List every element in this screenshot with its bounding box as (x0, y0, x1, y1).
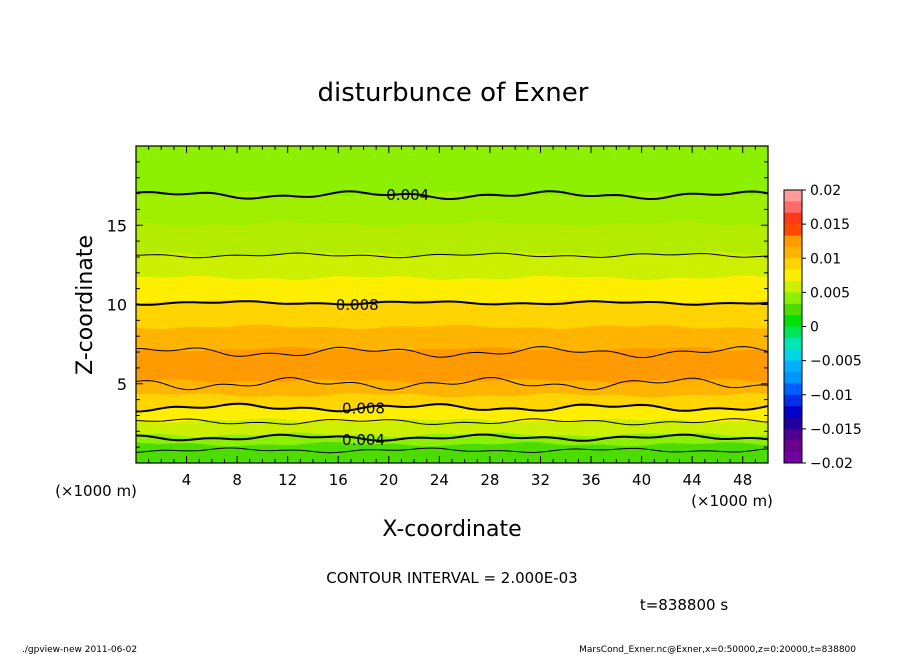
x-tick-label: 40 (632, 471, 651, 489)
colorbar-tick-label: 0.015 (810, 217, 850, 233)
colorbar-tick-labels: 0.02 0.015 0.01 0.005 0 −0.005 −0.01 −0.015 −0.0… (802, 183, 862, 472)
x-tick-label: 16 (329, 471, 348, 489)
x-axis-ticks: 4 8 12 16 20 24 28 32 36 40 44 48 (148, 146, 756, 489)
time-text: t=838800 s (640, 596, 728, 614)
colorbar-swatch (784, 246, 802, 259)
colorbar-swatch (784, 428, 802, 441)
contour-line (136, 300, 768, 306)
x-tick-label: 36 (581, 471, 600, 489)
colorbar-swatch (784, 212, 802, 225)
contour-line (136, 190, 768, 201)
x-tick-label: 32 (531, 471, 550, 489)
colorbar-tick-label: −0.005 (810, 354, 862, 370)
colorbar-swatch (784, 394, 802, 407)
contour-band (136, 146, 768, 197)
contour-labels: 0.004 0.008 0.008 0.004 (336, 186, 430, 449)
x-tick-label: 8 (232, 471, 242, 489)
x-unit-left: (×1000 m) (55, 482, 137, 500)
colorbar-swatch (784, 372, 802, 384)
colorbar-swatch (784, 201, 802, 214)
colorbar-tick-label: −0.01 (810, 388, 853, 404)
z-axis-label: Z-coordinate (73, 235, 98, 375)
footer-left: ./gpview-new 2011-06-02 (22, 645, 137, 654)
x-tick-label: 28 (480, 471, 499, 489)
colorbar-tick-label: −0.02 (810, 456, 853, 472)
x-tick-label: 44 (683, 471, 702, 489)
contour-band (136, 221, 768, 257)
contour-line (136, 447, 768, 454)
contour-lines (136, 190, 768, 454)
colorbar-swatch (784, 360, 802, 373)
colorbar-tick-label: 0 (810, 320, 819, 336)
contour-label: 0.008 (342, 400, 385, 418)
x-unit-right: (×1000 m) (691, 492, 773, 510)
colorbar-swatch (784, 383, 802, 396)
contour-label: 0.004 (386, 186, 429, 204)
colorbar-swatch (784, 303, 802, 316)
colorbar-swatch (784, 224, 802, 236)
colorbar-swatch (784, 281, 802, 293)
contour-line (136, 252, 768, 259)
contour-interval-text: CONTOUR INTERVAL = 2.000E-03 (326, 569, 577, 587)
colorbar-tick-label: 0.02 (810, 183, 841, 199)
colorbar-swatch (784, 258, 802, 271)
colorbar-tick-label: −0.015 (810, 422, 862, 438)
filled-contour-bands (136, 146, 768, 463)
contour-label: 0.004 (342, 431, 385, 449)
contour-line (136, 376, 768, 391)
z-tick-label: 10 (107, 296, 127, 315)
contour-line (136, 418, 768, 426)
z-tick-label: 5 (117, 375, 127, 394)
colorbar-swatch (784, 235, 802, 248)
colorbar-swatch (784, 440, 802, 453)
contour-line (136, 346, 768, 359)
colorbar-swatch (784, 315, 802, 327)
x-tick-label: 12 (278, 471, 297, 489)
colorbar-tick-label: 0.005 (810, 285, 850, 301)
z-tick-label: 15 (107, 216, 127, 235)
x-axis-label: X-coordinate (382, 517, 521, 542)
colorbar-tick-label: 0.01 (810, 251, 841, 267)
colorbar-swatch (784, 269, 802, 282)
contour-line (136, 433, 768, 442)
colorbar (783, 189, 803, 464)
x-tick-label: 48 (733, 471, 752, 489)
colorbar-swatch (784, 337, 802, 350)
colorbar-swatch (784, 326, 802, 339)
contour-label: 0.008 (336, 296, 379, 314)
colorbar-swatch (784, 349, 802, 362)
footer-right: MarsCond_Exner.nc@Exner,x=0:50000,z=0:20… (579, 645, 856, 654)
contour-line (136, 402, 768, 413)
contour-band (136, 324, 768, 352)
colorbar-swatch (784, 190, 802, 202)
colorbar-swatch (784, 292, 802, 305)
x-tick-label: 24 (430, 471, 449, 489)
x-tick-label: 20 (379, 471, 398, 489)
z-axis-ticks: 5 10 15 (107, 161, 768, 448)
colorbar-swatch (784, 406, 802, 418)
contour-band (136, 417, 768, 438)
chart-title: disturbunce of Exner (318, 78, 589, 108)
colorbar-swatch (784, 417, 802, 430)
x-tick-label: 4 (182, 471, 192, 489)
colorbar-swatch (784, 451, 802, 464)
